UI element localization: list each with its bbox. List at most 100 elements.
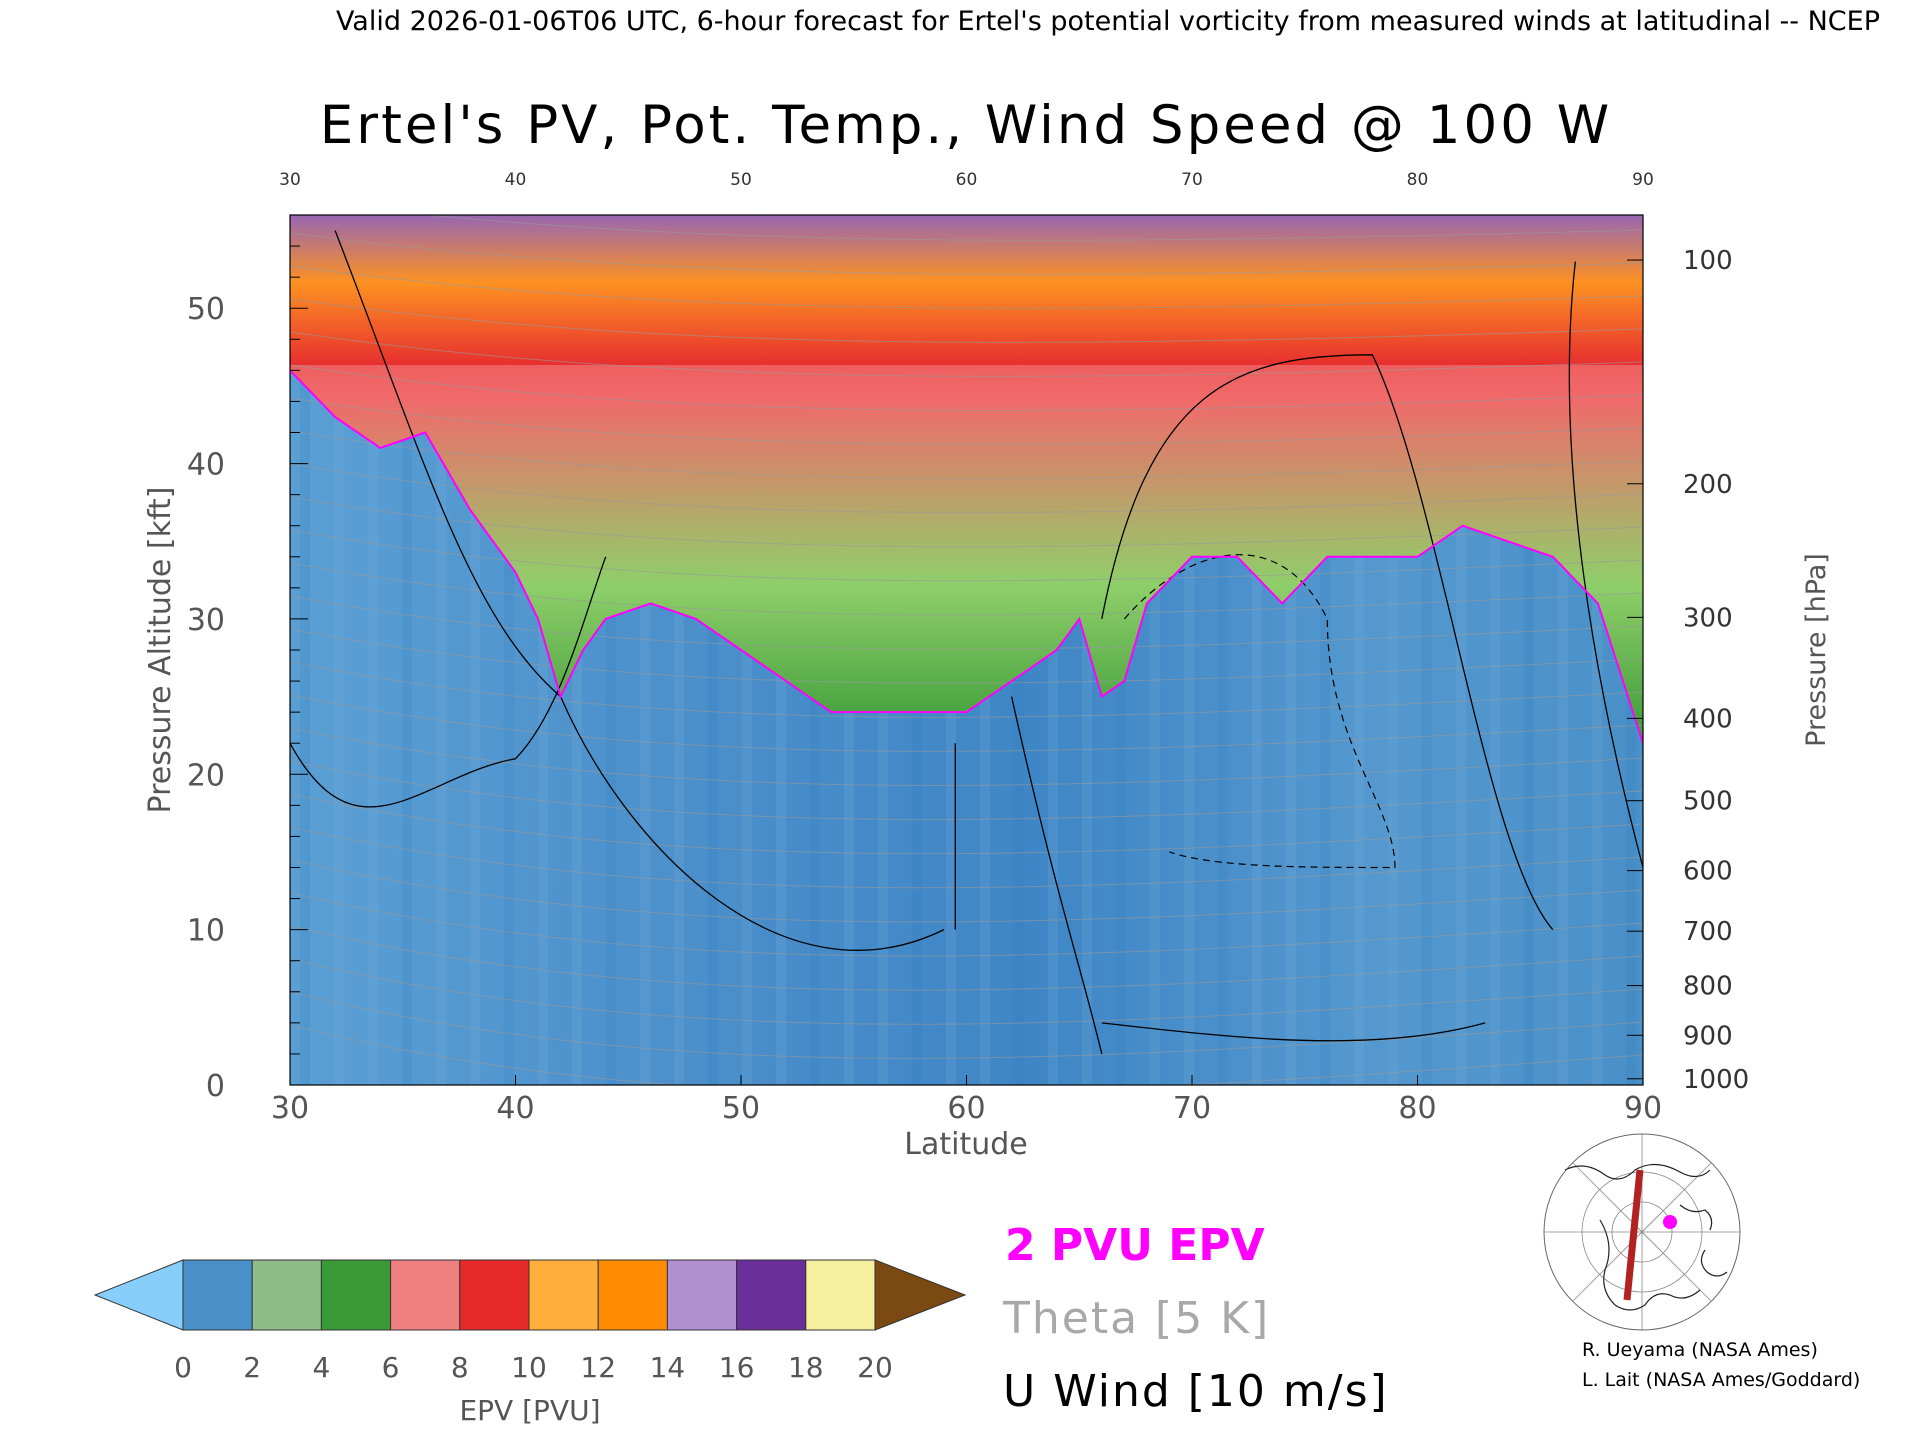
x-tick-label: 60	[947, 1091, 985, 1126]
theta-contour-line	[290, 397, 1643, 446]
pv-streak	[606, 215, 616, 1085]
theta-contour-line	[290, 496, 1643, 548]
theta-contour-line	[290, 859, 1643, 923]
credit-line-1: R. Ueyama (NASA Ames)	[1582, 1339, 1818, 1361]
colorbar-segment	[390, 1259, 461, 1331]
pv-streak	[436, 215, 446, 1085]
wind-contour-line	[1010, 696, 1103, 1055]
valid-time-header: Valid 2026-01-06T06 UTC, 6-hour forecast…	[336, 6, 1880, 37]
pv-streak	[470, 215, 480, 1085]
chart-title: Ertel's PV, Pot. Temp., Wind Speed @ 100…	[320, 95, 1612, 156]
theta-contour-line	[290, 628, 1643, 684]
pv-streak	[1184, 215, 1194, 1085]
pressure-tick-label: 1000	[1683, 1065, 1749, 1095]
theta-contour-line	[290, 760, 1643, 821]
colorbar-tick-label: 10	[511, 1351, 547, 1384]
wind-contour-line	[290, 556, 607, 808]
x-tick-label: 30	[271, 1091, 309, 1126]
wind-contour-negative	[1123, 554, 1396, 869]
colorbar-tick-label: 14	[650, 1351, 686, 1384]
x-tick-label-top: 50	[730, 170, 752, 190]
pv-streak	[402, 215, 412, 1085]
colorbar-label: EPV [PVU]	[459, 1394, 600, 1427]
colorbar-segment	[597, 1259, 668, 1331]
inset-map-coastlines	[1564, 1163, 1728, 1311]
colorbar-segment	[528, 1259, 599, 1331]
x-tick-label-top: 30	[279, 170, 301, 190]
x-tick-label: 50	[722, 1091, 760, 1126]
pressure-tick-label: 500	[1683, 787, 1733, 817]
x-tick-label: 80	[1398, 1091, 1436, 1126]
pressure-tick-label: 800	[1683, 972, 1733, 1002]
credit-line-2: L. Lait (NASA Ames/Goddard)	[1582, 1369, 1860, 1391]
colorbar-segment	[251, 1259, 322, 1331]
colorbar-tick-label: 16	[719, 1351, 755, 1384]
x-tick-label-top: 90	[1632, 170, 1654, 190]
pv-streak	[1490, 215, 1500, 1085]
y-tick-label: 10	[187, 914, 225, 949]
pv-streak	[674, 215, 684, 1085]
colorbar-tick-label: 6	[382, 1351, 400, 1384]
colorbar-tick-label: 18	[788, 1351, 824, 1384]
theta-contour-line	[290, 826, 1643, 889]
pv-streak	[1388, 215, 1398, 1085]
pv-streak	[1320, 215, 1330, 1085]
colorbar-tick-label: 20	[857, 1351, 893, 1384]
theta-contour-line	[290, 430, 1643, 480]
pv-streak	[538, 215, 548, 1085]
legend-2pvu: 2 PVU EPV	[1005, 1220, 1265, 1271]
theta-contour-line	[290, 1024, 1643, 1085]
pv-streak	[1524, 215, 1534, 1085]
x-tick-label-top: 40	[505, 170, 527, 190]
inset-map	[1543, 1133, 1741, 1331]
x-axis-label: Latitude	[904, 1127, 1027, 1162]
colorbar-tick-label: 8	[451, 1351, 469, 1384]
pressure-tick-label: 700	[1683, 917, 1733, 947]
y-axis-left: 0 10 20 30 40 50	[187, 214, 308, 1104]
y-tick-label: 40	[187, 448, 225, 483]
x-tick-label-top: 70	[1181, 170, 1203, 190]
x-axis-top: 30 40 50 60 70 80 90	[279, 170, 1654, 190]
colorbar-tick-label: 12	[580, 1351, 616, 1384]
theta-contour-line	[290, 727, 1643, 786]
x-tick-label: 90	[1624, 1091, 1662, 1126]
colorbar-over-arrow	[874, 1259, 967, 1331]
legend-theta: Theta [5 K]	[1002, 1293, 1270, 1344]
theta-contour-line	[290, 991, 1643, 1059]
theta-contour-line	[290, 562, 1643, 616]
pv-streak	[640, 215, 650, 1085]
x-axis-bottom: 30 40 50 60 70 80 90	[271, 1075, 1662, 1126]
pv-streak	[1252, 215, 1262, 1085]
y-tick-label: 0	[206, 1069, 225, 1104]
theta-contour-line	[290, 298, 1643, 343]
pressure-tick-label: 100	[1683, 246, 1733, 276]
wind-contour-line	[1568, 261, 1643, 868]
inset-map-section-line	[1623, 1169, 1644, 1301]
colorbar-tick-label: 0	[174, 1351, 192, 1384]
inset-map-location-marker	[1663, 1215, 1677, 1229]
y-axis-right: 100 200 300 400 500 600 700 800 900 1000	[1627, 246, 1749, 1095]
pressure-tick-label: 900	[1683, 1021, 1733, 1051]
theta-contour-line	[290, 892, 1643, 957]
pv-streak	[1592, 215, 1602, 1085]
pv-streak	[1354, 215, 1364, 1085]
y-axis-right-label: Pressure [hPa]	[1801, 553, 1832, 747]
colorbar-under-arrow	[93, 1259, 184, 1331]
pressure-tick-label: 600	[1683, 857, 1733, 887]
colorbar-segment	[459, 1259, 530, 1331]
y-tick-label: 30	[187, 603, 225, 638]
pv-streak	[1150, 215, 1160, 1085]
colorbar-segment	[666, 1259, 738, 1331]
colorbar-segment	[320, 1259, 392, 1331]
colorbar-tick-label: 2	[243, 1351, 261, 1384]
theta-contour-line	[290, 265, 1643, 309]
theta-contour-line	[290, 958, 1643, 1025]
pv-streak	[300, 215, 310, 1085]
pv-streak	[708, 215, 718, 1085]
wind-contour-line	[1101, 1022, 1486, 1042]
theta-contour-line	[290, 364, 1643, 411]
pv-streak	[334, 215, 344, 1085]
theta-contour-line	[290, 463, 1643, 514]
theta-contour-line	[421, 215, 1643, 241]
